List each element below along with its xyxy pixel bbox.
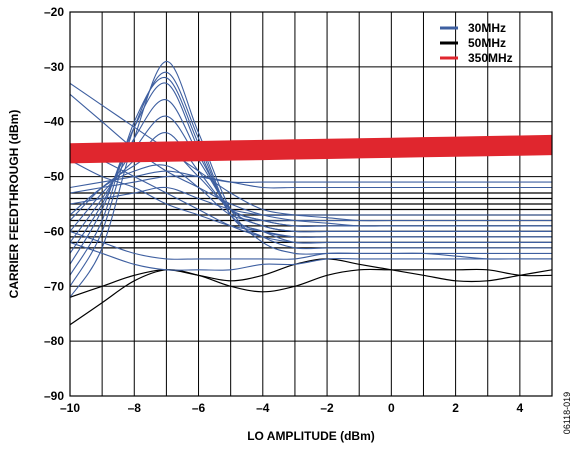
y-axis-label: CARRIER FEEDTHROUGH (dBm): [7, 110, 21, 299]
x-tick-label: 4: [517, 401, 524, 415]
series-line-50mhz-0: [70, 268, 552, 326]
y-tick-label: –30: [44, 60, 64, 74]
series-band-350mhz: [70, 134, 552, 164]
y-tick-label: –90: [44, 389, 64, 403]
legend-label-30mhz: 30MHz: [468, 21, 506, 35]
x-tick-label: 2: [452, 401, 459, 415]
series-line-30mhz-16: [70, 230, 552, 260]
legend-label-350mhz: 350MHz: [468, 51, 513, 65]
series-line-30mhz-17: [70, 241, 552, 271]
plot-frame: [69, 11, 553, 397]
series-line-30mhz-5: [70, 71, 552, 287]
y-tick-label: –70: [44, 279, 64, 293]
series-line-30mhz-7: [70, 82, 552, 265]
y-tick-label: –50: [44, 170, 64, 184]
y-tick-label: –60: [44, 224, 64, 238]
y-tick-label: –20: [44, 5, 64, 19]
x-tick-label: –6: [192, 401, 206, 415]
x-tick-label: 0: [388, 401, 395, 415]
y-tick-label: –40: [44, 115, 64, 129]
figure-id: 06118-019: [562, 392, 572, 434]
x-tick-labels: –10 –8 –6 –4 –2 0 2 4: [60, 401, 524, 415]
x-tick-label: –2: [320, 401, 334, 415]
series-line-30mhz-13: [70, 186, 552, 216]
series-line-30mhz-4: [70, 60, 552, 298]
series-line-30mhz-12: [70, 164, 552, 222]
legend-label-50mhz: 50MHz: [468, 36, 506, 50]
series-line-50mhz-1: [70, 258, 552, 298]
legend-swatch-30mhz: [440, 26, 458, 30]
series-line-30mhz-14: [70, 175, 552, 194]
series-line-30mhz-6: [70, 77, 552, 276]
x-axis-label: LO AMPLITUDE (dBm): [247, 429, 375, 443]
y-tick-labels: –90 –80 –70 –60 –50 –40 –30 –20: [44, 5, 64, 403]
y-tick-label: –80: [44, 334, 64, 348]
plot-area: [70, 60, 552, 326]
series-line-30mhz-9: [70, 115, 552, 243]
legend-swatch-350mhz: [440, 56, 458, 60]
x-tick-label: –10: [60, 401, 80, 415]
x-tick-label: –8: [128, 401, 142, 415]
x-tick-label: –4: [256, 401, 270, 415]
series-line-30mhz-15: [70, 170, 552, 189]
legend-swatch-50mhz: [440, 41, 458, 45]
